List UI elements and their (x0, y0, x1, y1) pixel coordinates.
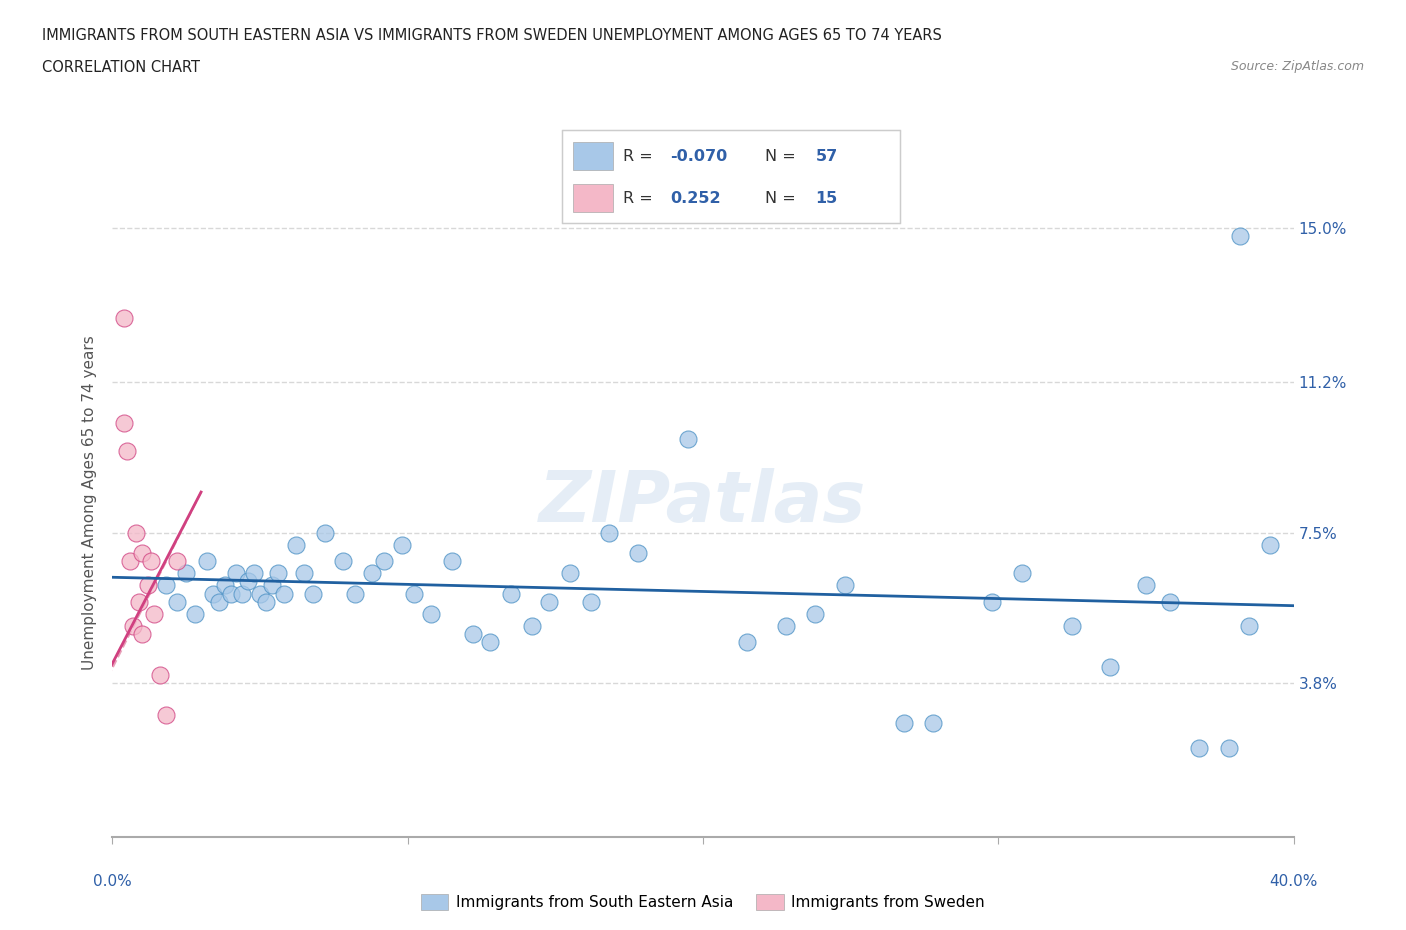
Point (922, 716, 945, 731)
Point (238, 574, 260, 589)
Point (461, 627, 484, 642)
Point (254, 594, 277, 609)
Point (893, 716, 915, 731)
Point (501, 586, 523, 601)
Point (737, 635, 759, 650)
Text: 40.0%: 40.0% (1270, 874, 1317, 889)
Point (1229, 229, 1251, 244)
Point (834, 578, 856, 592)
Legend: Immigrants from South Eastern Asia, Immigrants from Sweden: Immigrants from South Eastern Asia, Immi… (415, 888, 991, 916)
Point (139, 553, 162, 568)
Point (128, 594, 150, 609)
Point (201, 586, 224, 601)
Point (1159, 594, 1181, 609)
Point (273, 586, 295, 601)
Point (120, 553, 142, 568)
Point (1011, 565, 1033, 580)
Point (1062, 618, 1084, 633)
Text: N =: N = (765, 191, 801, 206)
Point (225, 565, 247, 580)
Text: 0.0%: 0.0% (93, 874, 132, 889)
Point (260, 578, 283, 592)
Point (373, 553, 395, 568)
Text: ZIPatlas: ZIPatlas (540, 468, 866, 537)
Point (214, 578, 236, 592)
Point (775, 618, 797, 633)
Point (112, 310, 135, 325)
Point (155, 578, 177, 592)
Point (136, 578, 159, 592)
Point (184, 606, 207, 621)
Point (131, 627, 153, 642)
Text: R =: R = (623, 149, 658, 164)
Y-axis label: Unemployment Among Ages 65 to 74 years: Unemployment Among Ages 65 to 74 years (82, 335, 97, 670)
Point (314, 525, 336, 540)
Point (166, 553, 188, 568)
Point (267, 565, 290, 580)
Point (284, 538, 307, 552)
Text: 15: 15 (815, 191, 838, 206)
Point (195, 553, 218, 568)
Point (174, 565, 197, 580)
Text: N =: N = (765, 149, 801, 164)
Text: 0.252: 0.252 (671, 191, 721, 206)
Point (117, 444, 138, 458)
Point (678, 432, 700, 446)
Point (249, 586, 271, 601)
Text: -0.070: -0.070 (671, 149, 728, 164)
Point (579, 594, 602, 609)
Point (391, 538, 413, 552)
Point (131, 546, 153, 561)
Point (1135, 578, 1157, 592)
Text: Source: ZipAtlas.com: Source: ZipAtlas.com (1230, 60, 1364, 73)
Point (981, 594, 1004, 609)
Point (627, 546, 650, 561)
Point (231, 586, 253, 601)
Point (149, 667, 172, 682)
Point (166, 594, 188, 609)
Point (420, 606, 443, 621)
Point (1099, 659, 1122, 674)
Point (292, 565, 315, 580)
Point (361, 565, 384, 580)
Point (112, 416, 135, 431)
Point (155, 708, 177, 723)
Point (302, 586, 325, 601)
Point (142, 606, 165, 621)
Point (1188, 740, 1211, 755)
Point (332, 553, 354, 568)
Point (598, 525, 620, 540)
Text: IMMIGRANTS FROM SOUTH EASTERN ASIA VS IMMIGRANTS FROM SWEDEN UNEMPLOYMENT AMONG : IMMIGRANTS FROM SOUTH EASTERN ASIA VS IM… (42, 28, 942, 43)
Text: R =: R = (623, 191, 658, 206)
Point (538, 594, 561, 609)
FancyBboxPatch shape (572, 184, 613, 212)
Point (520, 618, 543, 633)
Text: CORRELATION CHART: CORRELATION CHART (42, 60, 200, 75)
Point (243, 565, 266, 580)
Point (1218, 740, 1240, 755)
Point (1258, 538, 1281, 552)
Point (479, 635, 502, 650)
Point (343, 586, 366, 601)
Point (804, 606, 827, 621)
Text: 57: 57 (815, 149, 838, 164)
Point (441, 553, 464, 568)
Point (558, 565, 582, 580)
FancyBboxPatch shape (572, 142, 613, 170)
Point (219, 586, 242, 601)
Point (125, 525, 148, 540)
Point (402, 586, 425, 601)
Point (122, 618, 145, 633)
Point (1239, 618, 1261, 633)
Point (208, 594, 231, 609)
